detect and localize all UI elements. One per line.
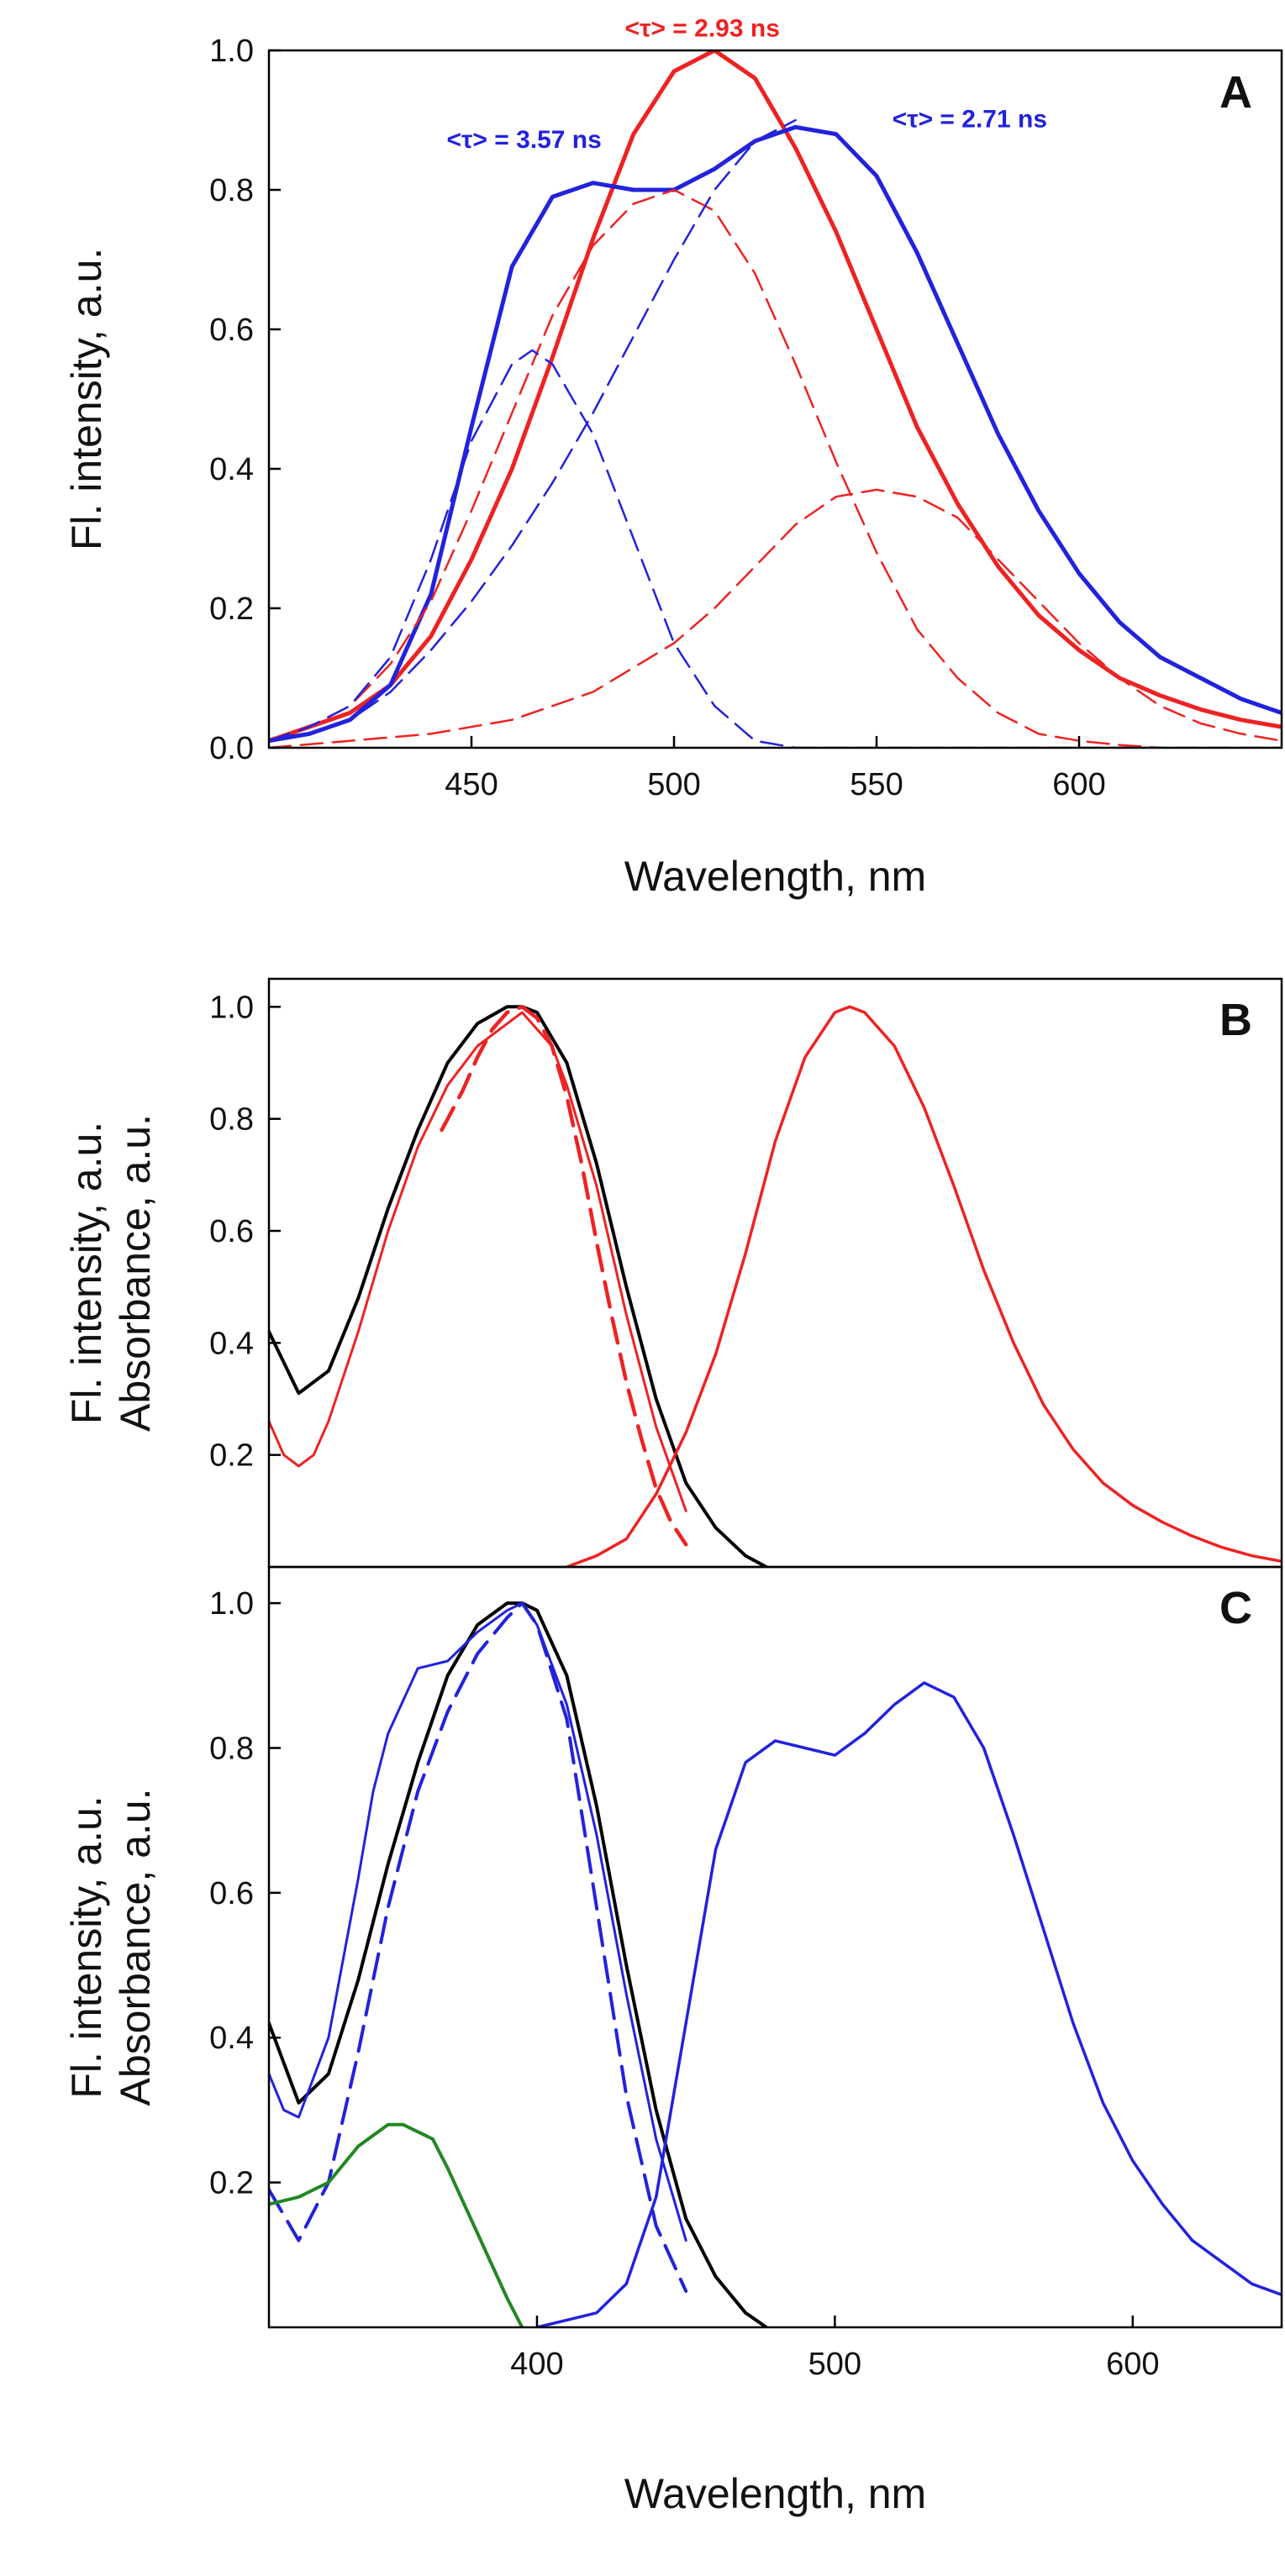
x-tick-label: 500 [808,2347,861,2382]
plot-frame [267,1565,1283,2329]
plot-frame [267,49,1283,749]
series-group [269,50,1282,748]
y-tick-label: 0.6 [209,313,254,348]
y-tick-label: 0.4 [209,452,254,487]
x-axis-title: Wavelength, nm [624,2470,926,2517]
y-axis-title: Fl. intensity, a.u. [63,248,110,550]
y-axis-title: Fl. intensity, a.u. [63,1795,110,2098]
y-axis-title: Fl. intensity, a.u. [63,1122,110,1424]
series-line-excitation-dashed- [440,1005,688,1547]
series-line-green [269,2122,524,2327]
series-line-emission [565,1005,1282,1567]
y-axis-title: Absorbance, a.u. [112,1788,159,2105]
plot-frame [267,977,1283,1569]
y-tick-label: 0.2 [209,2166,254,2201]
x-axis-title: Wavelength, nm [624,853,926,900]
x-tick-label: 400 [510,2347,563,2382]
y-tick-label: 0.8 [209,1102,254,1138]
y-tick-label: 0.2 [209,1438,254,1474]
y-tick-label: 0.8 [209,173,254,208]
series-group [269,1005,1282,1567]
series-line-red-component-2 [269,488,1282,748]
y-tick-label: 1.0 [209,34,254,69]
lifetime-annotation: <τ> = 2.71 ns [893,105,1047,133]
lifetime-annotation: <τ> = 2.93 ns [625,14,780,42]
series-line-blue-component-1 [269,349,1282,748]
panel-label: C [1219,1583,1252,1633]
series-line-excitation-solid- [269,1601,687,2242]
panel-b: 0.2 0.4 0.6 0.8 1.0 Fl. intensity, a.u. Absorb… [63,977,1283,1569]
series-line-red-component-1 [269,188,1161,748]
panel-c: 0.2 0.4 0.6 0.8 1.0 400 500 600 Wavelength, nm Fl… [63,1565,1283,2517]
x-tick-label: 550 [850,767,903,802]
series-line-blue-emission [269,124,1282,744]
series-line-absorbance [269,1601,768,2327]
y-tick-label: 0.6 [209,1876,254,1911]
series-line-excitation-dashed- [269,1601,688,2293]
y-tick-label: 0.4 [209,2021,254,2056]
y-tick-label: 1.0 [209,1586,254,1622]
lifetime-annotation: <τ> = 3.57 ns [446,126,601,154]
series-line-blue-component-2 [269,118,797,742]
y-tick-label: 0.4 [209,1326,254,1361]
y-axis-title: Absorbance, a.u. [112,1114,159,1432]
x-tick-label: 600 [1106,2347,1159,2382]
series-line-emission [535,1681,1282,2327]
panel-a: 0.0 0.2 0.4 0.6 0.8 1.0 450 500 550 600 Wavelength… [63,14,1283,900]
series-line-absorbance [269,1005,768,1567]
y-tick-label: 0.6 [209,1214,254,1249]
panel-label: B [1219,995,1252,1045]
series-line-excitation-solid- [269,1011,687,1512]
y-tick-label: 0.0 [209,731,254,766]
x-tick-label: 500 [647,767,700,802]
y-tick-label: 0.8 [209,1731,254,1766]
panel-label: A [1219,67,1252,118]
series-line-red-emission [269,50,1282,744]
y-tick-label: 0.2 [209,591,254,627]
y-tick-label: 1.0 [209,990,254,1025]
series-group [269,1601,1282,2327]
x-tick-label: 600 [1052,767,1105,802]
x-tick-label: 450 [445,767,498,802]
